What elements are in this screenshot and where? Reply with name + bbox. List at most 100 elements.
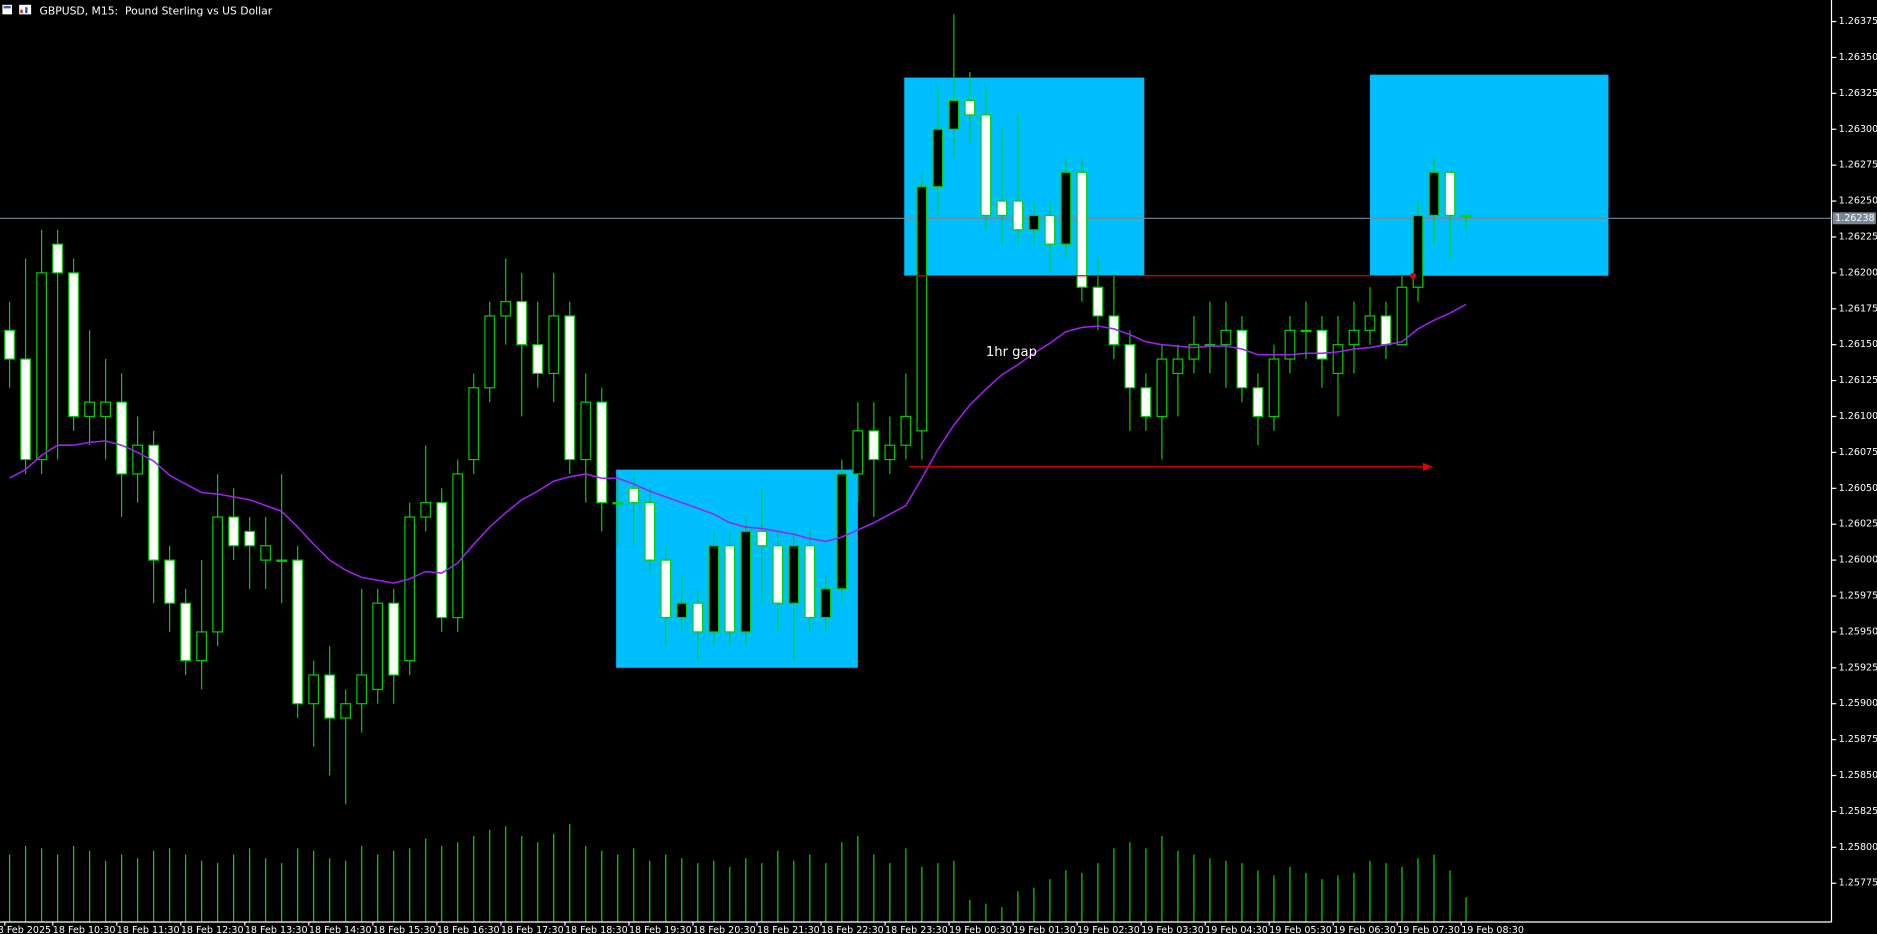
candle-body xyxy=(340,703,352,719)
annotation: 1hr gap xyxy=(986,345,1037,360)
candle-body xyxy=(740,530,752,633)
candle-body xyxy=(1428,171,1440,217)
candle-body xyxy=(132,444,144,475)
candle-body xyxy=(1364,315,1376,331)
x-tick-label: 18 Feb 12:30 xyxy=(181,925,244,934)
y-tick-label: 1.25900 xyxy=(1839,698,1877,709)
candle-body xyxy=(1028,214,1040,231)
candle-body xyxy=(276,559,288,562)
candle-body xyxy=(996,200,1008,217)
candle-body xyxy=(1156,358,1168,418)
candle-body xyxy=(1076,171,1088,288)
candle-body xyxy=(1252,387,1264,418)
candle-body xyxy=(564,315,576,461)
candle-body xyxy=(484,315,496,389)
y-tick-label: 1.26300 xyxy=(1839,124,1877,135)
x-tick-label: 18 Feb 13:30 xyxy=(245,925,308,934)
candle-body xyxy=(52,243,63,274)
candle-body xyxy=(1380,315,1392,346)
y-tick-label: 1.25775 xyxy=(1839,878,1877,889)
arrow-head xyxy=(1422,462,1433,471)
candle-body xyxy=(1044,214,1056,245)
candle-body xyxy=(100,401,111,418)
candle-body xyxy=(980,114,992,217)
candle-body xyxy=(324,674,336,719)
candle-body xyxy=(1460,214,1472,218)
candle-body xyxy=(292,559,304,705)
bid-label: 1.26238 xyxy=(1835,213,1875,224)
candle-body xyxy=(612,502,624,505)
candle-body xyxy=(1060,171,1072,245)
candle-body xyxy=(724,545,736,633)
zone xyxy=(1369,74,1609,276)
y-tick-label: 1.25825 xyxy=(1839,806,1877,817)
candle-body xyxy=(164,559,176,604)
y-tick-label: 1.25850 xyxy=(1839,770,1877,781)
x-tick-label: 19 Feb 01:30 xyxy=(1013,925,1076,934)
candle-body xyxy=(84,401,95,418)
candle-body xyxy=(1140,387,1152,418)
candle-body xyxy=(1268,358,1280,418)
x-tick-label: 18 Feb 15:30 xyxy=(373,925,436,934)
x-tick-label: 18 Feb 19:30 xyxy=(629,925,692,934)
candle-body xyxy=(436,502,448,619)
x-tick-label: 18 Feb 22:30 xyxy=(821,925,884,934)
y-tick-label: 1.25975 xyxy=(1839,591,1877,602)
y-tick-label: 1.26050 xyxy=(1839,483,1877,494)
candle-body xyxy=(1300,329,1312,333)
x-tick-label: 18 Feb 10:30 xyxy=(53,925,116,934)
candle-body xyxy=(468,387,480,461)
candle-body xyxy=(836,473,848,590)
level-marker xyxy=(1410,272,1417,279)
candle-body xyxy=(116,401,127,475)
candle-body xyxy=(1236,329,1248,389)
candle-body xyxy=(1332,344,1344,375)
y-tick-label: 1.26100 xyxy=(1839,411,1877,422)
y-tick-label: 1.26150 xyxy=(1839,339,1877,350)
candle-body xyxy=(1172,358,1184,375)
candle-body xyxy=(580,401,592,461)
candle-body xyxy=(532,344,544,375)
candle-body xyxy=(1188,344,1200,360)
candle-body xyxy=(964,99,976,116)
candle-body xyxy=(260,545,272,561)
candle-body xyxy=(1444,171,1456,217)
candle-body xyxy=(708,545,720,633)
candle-body xyxy=(804,545,816,619)
y-tick-label: 1.25950 xyxy=(1839,626,1877,637)
candle-body xyxy=(196,631,208,662)
candle-body xyxy=(20,358,31,461)
candle-body xyxy=(244,530,256,547)
y-tick-label: 1.26325 xyxy=(1839,88,1877,99)
y-tick-label: 1.26200 xyxy=(1839,267,1877,278)
candle-body xyxy=(4,329,15,360)
candle-body xyxy=(932,128,944,188)
moving-average xyxy=(9,303,1467,584)
candle-body xyxy=(1284,329,1296,360)
candle-body xyxy=(356,674,368,705)
y-tick-label: 1.26075 xyxy=(1839,447,1877,458)
y-tick-label: 1.26175 xyxy=(1839,303,1877,314)
x-tick-label: 19 Feb 04:30 xyxy=(1205,925,1268,934)
y-tick-label: 1.26250 xyxy=(1839,196,1877,207)
candle-body xyxy=(1348,329,1360,346)
candle-body xyxy=(628,487,640,504)
candle-body xyxy=(884,444,896,461)
candle-body xyxy=(1012,200,1024,231)
candle-body xyxy=(516,300,528,346)
candle-body xyxy=(148,444,160,561)
y-tick-label: 1.26025 xyxy=(1839,519,1877,530)
candle-body xyxy=(644,502,656,561)
candle-body xyxy=(228,516,240,547)
x-tick-label: 19 Feb 08:30 xyxy=(1461,925,1524,934)
y-tick-label: 1.25925 xyxy=(1839,662,1877,673)
candle-body xyxy=(916,186,928,432)
y-tick-label: 1.25875 xyxy=(1839,734,1877,745)
candle-body xyxy=(660,559,672,619)
candle-body xyxy=(68,272,79,418)
candle-body xyxy=(596,401,608,504)
x-tick-label: 18 Feb 23:30 xyxy=(885,925,948,934)
y-tick-label: 1.26000 xyxy=(1839,555,1877,566)
x-tick-label: 19 Feb 06:30 xyxy=(1333,925,1396,934)
